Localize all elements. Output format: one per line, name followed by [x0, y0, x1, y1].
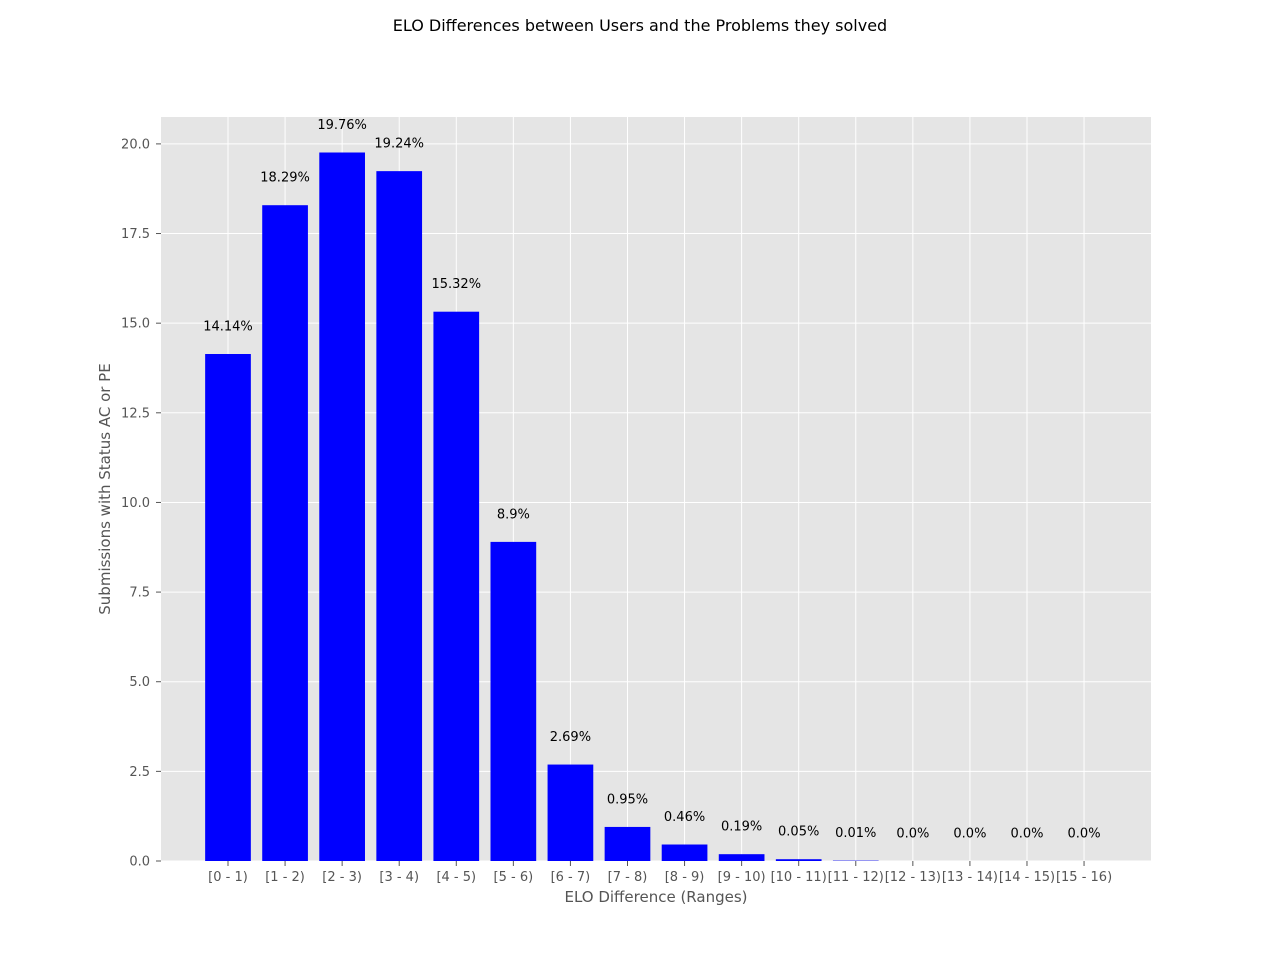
bar-value-label: 0.0%: [953, 827, 986, 842]
bar-value-label: 0.0%: [1068, 827, 1101, 842]
bar: [205, 354, 251, 861]
y-axis-ticks: 0.0 2.5 5.0 7.5 10.0 12.5 15.0 17.5 20.0: [121, 137, 161, 870]
x-tick-label: [14 - 15): [999, 870, 1055, 885]
x-tick-label: [9 - 10): [718, 870, 766, 885]
bar-value-label: 8.9%: [497, 507, 530, 522]
x-tick-label: [13 - 14): [942, 870, 998, 885]
bar: [376, 171, 423, 861]
x-tick-label: [10 - 11): [771, 870, 827, 885]
data-labels: 14.14% 18.29% 19.76% 19.24% 15.32% 8.9% 2.69% 0…: [203, 118, 1100, 842]
bars: [205, 152, 879, 861]
bar: [604, 826, 651, 861]
x-axis-label: ELO Difference (Ranges): [564, 888, 747, 906]
x-tick-label: [7 - 8): [608, 870, 648, 885]
bar-value-label: 0.46%: [664, 810, 705, 825]
bar-value-label: 19.76%: [317, 118, 367, 133]
y-tick-label: 10.0: [121, 496, 150, 511]
y-axis-label: Submissions with Status AC or PE: [96, 363, 114, 614]
chart-title: ELO Differences between Users and the Pr…: [393, 16, 887, 35]
bar-value-label: 0.0%: [896, 827, 929, 842]
bar: [661, 844, 708, 861]
x-tick-label: [15 - 16): [1056, 870, 1112, 885]
y-tick-label: 20.0: [121, 137, 150, 152]
x-tick-label: [11 - 12): [828, 870, 884, 885]
y-tick-label: 0.0: [129, 855, 150, 870]
bar-value-label: 0.0%: [1010, 827, 1043, 842]
x-tick-label: [4 - 5): [436, 870, 476, 885]
bar: [319, 152, 365, 861]
bar: [262, 205, 308, 861]
x-tick-label: [12 - 13): [885, 870, 941, 885]
y-tick-label: 7.5: [129, 586, 150, 601]
bar-value-label: 0.01%: [835, 826, 876, 841]
x-tick-label: [6 - 7): [551, 870, 591, 885]
bar: [490, 541, 537, 861]
y-tick-label: 17.5: [121, 227, 150, 242]
x-tick-label: [1 - 2): [265, 870, 305, 885]
bar-value-label: 18.29%: [260, 171, 310, 186]
bar-value-label: 0.05%: [778, 825, 819, 840]
y-tick-label: 12.5: [121, 406, 150, 421]
bar-value-label: 14.14%: [203, 320, 253, 335]
x-tick-label: [5 - 6): [494, 870, 534, 885]
bar-value-label: 19.24%: [374, 137, 424, 152]
bar: [547, 764, 594, 861]
bar-value-label: 15.32%: [431, 277, 481, 292]
x-tick-label: [2 - 3): [322, 870, 362, 885]
bar: [775, 859, 822, 861]
x-tick-label: [0 - 1): [208, 870, 248, 885]
y-tick-label: 5.0: [129, 675, 150, 690]
bar: [433, 311, 480, 861]
x-tick-label: [3 - 4): [379, 870, 419, 885]
x-tick-label: [8 - 9): [665, 870, 705, 885]
bar: [718, 854, 765, 861]
y-tick-label: 15.0: [121, 317, 150, 332]
y-tick-label: 2.5: [129, 765, 150, 780]
bar-value-label: 0.19%: [721, 820, 762, 835]
bar-value-label: 2.69%: [550, 730, 591, 745]
plot-area: [161, 117, 1151, 861]
bar-value-label: 0.95%: [607, 792, 648, 807]
x-axis-ticks: [0 - 1) [1 - 2) [2 - 3) [3 - 4) [4 - 5) [5 - …: [208, 861, 1112, 885]
